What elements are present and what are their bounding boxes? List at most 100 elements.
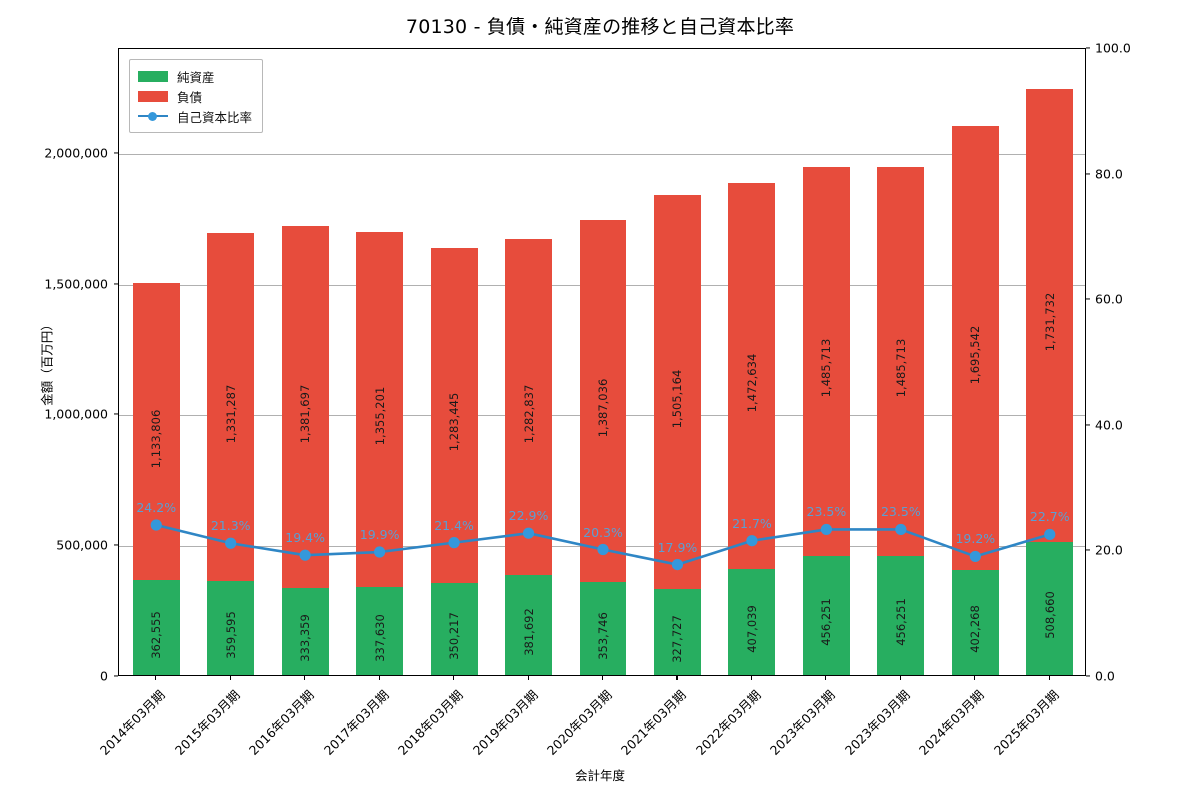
x-axis-tick-mark: [453, 676, 455, 680]
bar-segment-equity[interactable]: 350,217: [430, 583, 478, 675]
bar-segment-debt[interactable]: 1,331,287: [207, 232, 255, 581]
ratio-data-point[interactable]: [374, 546, 386, 558]
bar-segment-equity[interactable]: 353,746: [579, 582, 627, 675]
bar-segment-equity[interactable]: 508,660: [1026, 541, 1074, 675]
x-axis-tick-mark: [676, 676, 678, 680]
bar-group[interactable]: 1,731,732 508,660: [1026, 88, 1074, 675]
y-axis-tick-mark: [114, 282, 118, 285]
ratio-data-point[interactable]: [522, 527, 535, 539]
ratio-value-label: 19.9%: [359, 527, 400, 543]
ratio-data-point[interactable]: [820, 523, 832, 536]
bar-group[interactable]: 1,387,036 353,746: [579, 219, 627, 675]
bar-segment-equity[interactable]: 327,727: [654, 589, 701, 675]
legend-marker-ratio: [138, 111, 168, 122]
ratio-data-point[interactable]: [448, 537, 460, 549]
bar-group[interactable]: 1,355,201 337,630: [356, 232, 404, 675]
y-axis-right-tick-label: 60.0: [1095, 291, 1123, 307]
bar-segment-debt[interactable]: 1,472,634: [728, 183, 776, 569]
bar-segment-equity[interactable]: 407,039: [728, 568, 776, 675]
bar-segment-debt[interactable]: 1,282,837: [505, 239, 552, 576]
bar-segment-equity[interactable]: 362,555: [132, 580, 180, 675]
bar-segment-debt[interactable]: 1,505,164: [654, 195, 701, 590]
bar-segment-debt[interactable]: 1,133,806: [132, 283, 180, 581]
y-axis-tick-label: 2,000,000: [44, 145, 108, 161]
y-axis-right-tick-mark: [1086, 47, 1090, 49]
ratio-label-layer: 24.2% 21.3% 19.4% 19.9% 21.4% 22.9% 20.3% 17.9%…: [119, 49, 1085, 675]
bar-group[interactable]: 1,695,542 402,268: [951, 126, 999, 675]
bar-group[interactable]: 1,331,287 359,595: [207, 232, 255, 675]
ratio-data-point[interactable]: [746, 535, 758, 547]
bar-series-layer: 1,133,806 362,555 1,331,287 359,595 1,381,69…: [119, 49, 1085, 675]
ratio-value-label: 21.7%: [732, 515, 772, 531]
ratio-value-label: 21.3%: [210, 518, 251, 534]
y-axis-right-tick-mark: [1086, 549, 1090, 551]
ratio-value-label: 20.3%: [583, 524, 623, 540]
bar-segment-equity[interactable]: 333,359: [281, 587, 329, 675]
y-axis-tick-mark: [114, 413, 118, 415]
bar-segment-equity[interactable]: 359,595: [207, 580, 255, 675]
page-title: 70130 - 負債・純資産の推移と自己資本比率: [405, 16, 795, 38]
ratio-data-point[interactable]: [597, 543, 609, 556]
ratio-data-point[interactable]: [969, 550, 981, 563]
bar-segment-equity[interactable]: 337,630: [356, 586, 404, 675]
legend-item-equity: 純資産: [138, 66, 252, 86]
bar-segment-debt[interactable]: 1,283,445: [430, 247, 478, 584]
x-axis-tick-mark: [378, 676, 380, 680]
bar-segment-debt[interactable]: 1,485,713: [877, 166, 925, 556]
bar-segment-debt[interactable]: 1,355,201: [356, 232, 404, 587]
ratio-value-label: 19.2%: [955, 531, 996, 547]
bar-group[interactable]: 1,485,713 456,251: [802, 166, 850, 675]
ratio-data-point[interactable]: [299, 549, 311, 561]
y-axis-tick-label: 500,000: [56, 537, 108, 553]
x-axis-tick-mark: [750, 676, 753, 680]
ratio-value-label: 24.2%: [136, 500, 177, 516]
ratio-data-point[interactable]: [1044, 528, 1056, 541]
legend-item-debt: 負債: [138, 86, 252, 106]
y-axis-right-tick-mark: [1086, 424, 1090, 426]
bar-group[interactable]: 1,505,164 327,727: [654, 195, 701, 675]
y-axis-tick-label: 1,500,000: [44, 276, 108, 291]
bar-group[interactable]: 1,485,713 456,251: [877, 166, 925, 675]
y-axis-tick-label: 1,000,000: [44, 406, 108, 422]
gridline: [119, 153, 1085, 155]
x-axis-tick-mark: [974, 676, 976, 680]
bar-segment-debt[interactable]: 1,381,697: [281, 226, 329, 588]
legend-label-ratio: 自己資本比率: [177, 109, 253, 125]
y-axis-tick-mark: [114, 544, 118, 546]
bar-segment-debt[interactable]: 1,731,732: [1026, 88, 1074, 542]
x-axis-tick-mark: [229, 676, 231, 680]
y-axis-right-tick-label: 0.0: [1095, 668, 1115, 684]
bar-segment-debt[interactable]: 1,485,713: [802, 166, 850, 556]
bar-group[interactable]: 1,282,837 381,692: [505, 239, 552, 675]
x-axis-tick-mark: [825, 676, 827, 680]
x-axis-tick-mark: [602, 676, 604, 680]
x-axis-tick-mark: [1048, 676, 1050, 680]
bar-segment-equity[interactable]: 456,251: [877, 555, 925, 675]
y-axis-right-tick-mark: [1086, 173, 1090, 175]
chart-legend: 純資産 負債 自己資本比率: [129, 59, 264, 133]
bar-group[interactable]: 1,472,634 407,039: [728, 183, 776, 675]
bar-group[interactable]: 1,133,806 362,555: [132, 283, 180, 675]
bar-group[interactable]: 1,381,697 333,359: [281, 226, 329, 675]
ratio-value-label: 19.4%: [285, 530, 325, 546]
legend-swatch-debt: [138, 90, 168, 102]
bar-segment-debt[interactable]: 1,695,542: [951, 126, 999, 570]
bar-segment-equity[interactable]: 381,692: [505, 575, 552, 675]
ratio-data-point[interactable]: [150, 519, 162, 531]
legend-label-equity: 純資産: [177, 69, 215, 85]
ratio-data-point[interactable]: [671, 558, 684, 571]
bar-segment-debt[interactable]: 1,387,036: [579, 219, 627, 583]
ratio-value-label: 17.9%: [657, 539, 698, 555]
bar-segment-equity[interactable]: 402,268: [951, 569, 999, 675]
y-axis-right-tick-mark: [1086, 675, 1090, 677]
bar-segment-equity[interactable]: 456,251: [802, 555, 850, 675]
ratio-data-point[interactable]: [895, 523, 907, 536]
legend-label-debt: 負債: [177, 89, 203, 105]
x-axis-tick-mark: [899, 676, 901, 680]
ratio-value-label: 22.7%: [1029, 509, 1070, 525]
y-axis-right-tick-label: 80.0: [1095, 166, 1123, 182]
ratio-data-point[interactable]: [225, 537, 237, 549]
bar-group[interactable]: 1,283,445 350,217: [430, 247, 478, 675]
y-axis-right-tick-label: 100.0: [1095, 40, 1131, 56]
